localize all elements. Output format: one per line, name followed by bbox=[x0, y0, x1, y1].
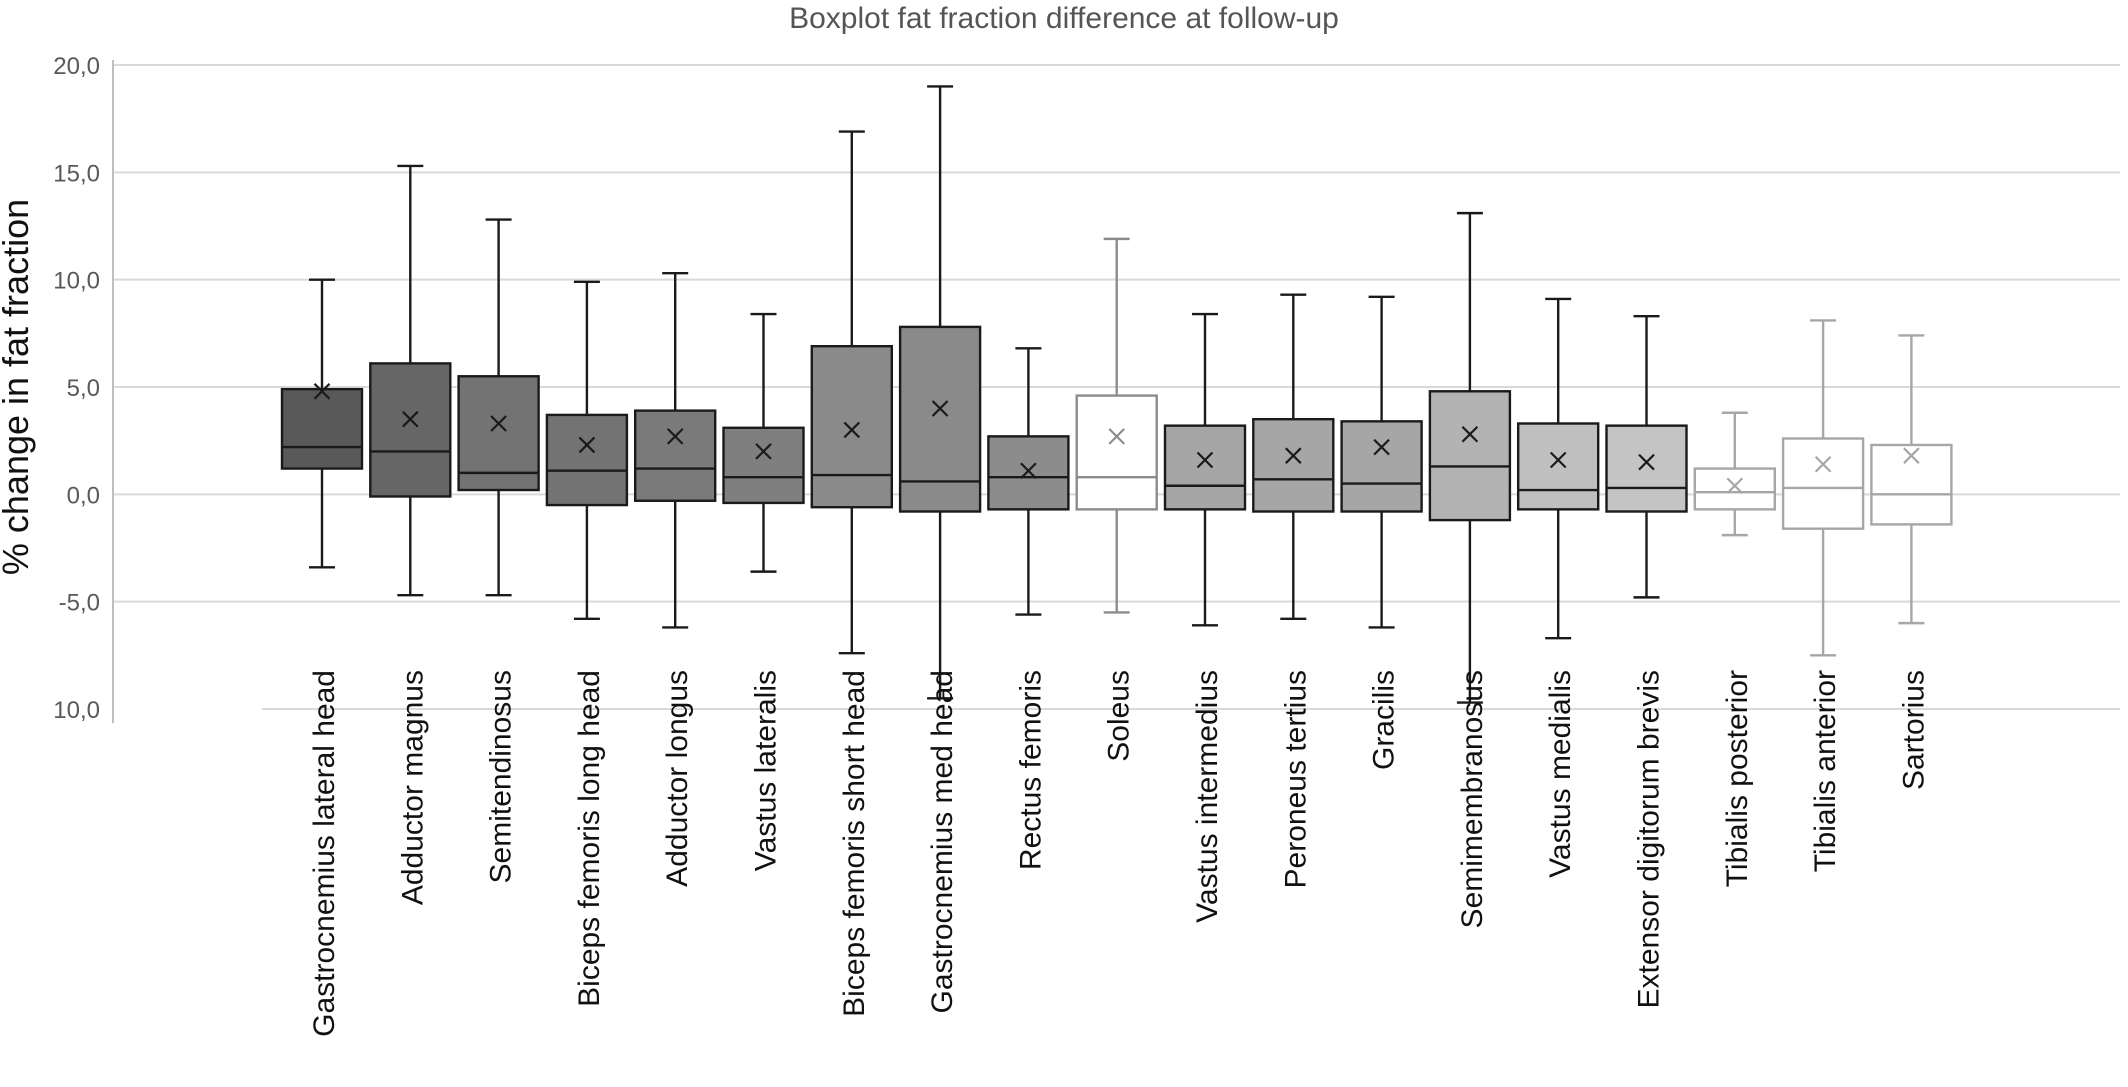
y-tick-label: 0,0 bbox=[67, 482, 100, 509]
x-tick-label: Peroneus tertius bbox=[1279, 670, 1312, 888]
mean-marker bbox=[931, 400, 949, 417]
x-tick-label: Vastus medialis bbox=[1544, 670, 1577, 878]
x-tick-label: Adductor magnus bbox=[396, 670, 429, 905]
x-tick-label: Sartorius bbox=[1897, 670, 1930, 790]
mean-marker bbox=[1549, 451, 1567, 469]
mean-marker bbox=[490, 415, 507, 432]
box-4 bbox=[545, 280, 629, 621]
box-19 bbox=[1870, 334, 1953, 625]
iqr-box bbox=[898, 325, 982, 513]
iqr-box bbox=[369, 362, 452, 498]
mean-marker bbox=[1020, 462, 1037, 479]
iqr-box bbox=[457, 375, 540, 492]
iqr-box bbox=[1693, 467, 1777, 511]
box-9 bbox=[987, 347, 1070, 616]
y-tick-label: 10,0 bbox=[53, 697, 100, 724]
mean-marker bbox=[1814, 456, 1832, 473]
x-tick-label: Biceps femoris long head bbox=[573, 670, 606, 1007]
y-tick-label: -5,0 bbox=[59, 590, 100, 617]
mean-marker bbox=[1461, 425, 1479, 443]
box-2 bbox=[369, 164, 452, 597]
x-tick-label: Extensor digitorum brevis bbox=[1633, 670, 1666, 1008]
iqr-box bbox=[1870, 443, 1953, 526]
mean-marker bbox=[1638, 453, 1655, 471]
y-tick-label: 20,0 bbox=[53, 53, 100, 80]
x-tick-label: Rectus femoris bbox=[1014, 670, 1047, 870]
box-1 bbox=[280, 278, 364, 569]
box-18 bbox=[1781, 319, 1865, 657]
box-5 bbox=[634, 272, 717, 629]
iqr-box bbox=[545, 413, 629, 507]
x-tick-label: Tibialis anterior bbox=[1809, 670, 1842, 872]
x-tick-label: Semimembranosus bbox=[1456, 670, 1489, 928]
mean-marker bbox=[755, 443, 772, 460]
mean-marker bbox=[1108, 428, 1125, 445]
mean-marker bbox=[666, 428, 684, 445]
mean-marker bbox=[1903, 447, 1920, 464]
iqr-box bbox=[634, 409, 717, 502]
x-tick-label: Gastrocnemius med head bbox=[926, 670, 959, 1014]
box-15 bbox=[1516, 297, 1600, 640]
chart-title: Boxplot fat fraction difference at follo… bbox=[789, 2, 1339, 35]
mean-marker bbox=[1726, 477, 1744, 495]
mean-marker bbox=[1373, 438, 1390, 456]
box-8 bbox=[898, 85, 982, 700]
iqr-box bbox=[1075, 394, 1158, 511]
y-axis-label: % change in fat fraction bbox=[0, 199, 36, 575]
x-tick-label: Gastrocnemius lateral head bbox=[308, 670, 341, 1037]
iqr-box bbox=[1428, 390, 1512, 522]
box-10 bbox=[1075, 237, 1158, 614]
box-11 bbox=[1163, 312, 1247, 627]
y-tick-label: 5,0 bbox=[67, 375, 100, 402]
box-12 bbox=[1252, 293, 1335, 621]
y-axis: 20,0 15,0 10,0 5,0 0,0 -5,0 10,0 bbox=[53, 53, 114, 724]
iqr-box bbox=[1516, 422, 1600, 511]
box-14 bbox=[1428, 211, 1512, 704]
iqr-box bbox=[810, 345, 893, 509]
iqr-box bbox=[1163, 424, 1247, 511]
mean-marker bbox=[1196, 451, 1214, 469]
boxes bbox=[280, 85, 1953, 704]
x-tick-label: Semitendinosus bbox=[485, 670, 518, 883]
x-tick-label: Gracilis bbox=[1368, 670, 1401, 770]
y-tick-label: 15,0 bbox=[53, 160, 100, 187]
iqr-box bbox=[1340, 420, 1423, 513]
y-tick-label: 10,0 bbox=[53, 268, 100, 295]
mean-marker bbox=[578, 436, 596, 454]
iqr-box bbox=[1252, 418, 1335, 513]
mean-marker bbox=[1285, 447, 1302, 464]
x-tick-label: Biceps femoris short head bbox=[838, 670, 871, 1017]
mean-marker bbox=[313, 383, 331, 400]
iqr-box bbox=[1605, 424, 1688, 513]
iqr-box bbox=[1781, 437, 1865, 530]
x-tick-labels: Gastrocnemius lateral head Adductor magnu… bbox=[308, 670, 1930, 1037]
x-tick-label: Vastus intermedius bbox=[1191, 670, 1224, 923]
iqr-box bbox=[722, 426, 805, 505]
x-tick-label: Tibialis posterior bbox=[1721, 670, 1754, 887]
x-tick-label: Vastus lateralis bbox=[750, 670, 783, 871]
x-tick-label: Soleus bbox=[1103, 670, 1136, 762]
box-13 bbox=[1340, 295, 1423, 629]
iqr-box bbox=[987, 435, 1070, 511]
box-6 bbox=[722, 312, 805, 573]
box-16 bbox=[1605, 314, 1688, 599]
box-17 bbox=[1693, 411, 1777, 537]
box-7 bbox=[810, 130, 893, 655]
mean-marker bbox=[402, 410, 419, 428]
box-3 bbox=[457, 218, 540, 597]
mean-marker bbox=[843, 421, 861, 439]
x-tick-label: Adductor longus bbox=[661, 670, 694, 887]
iqr-box bbox=[280, 387, 364, 470]
